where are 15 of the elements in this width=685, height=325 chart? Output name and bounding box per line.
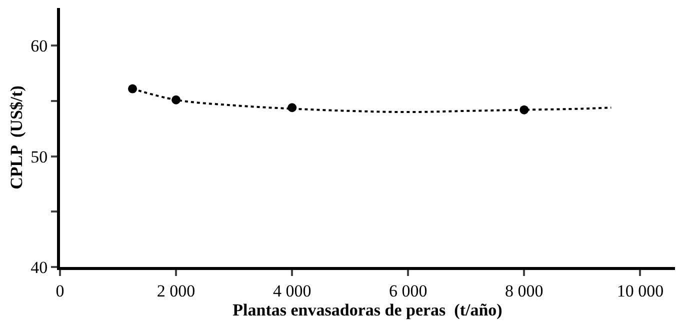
y-axis-title: CPLP (US$/t) <box>7 86 26 190</box>
x-tick-label: 8 000 <box>505 281 544 300</box>
point <box>520 105 529 114</box>
x-axis-title: Plantas envasadoras de peras (t/año) <box>232 300 502 320</box>
point <box>288 103 297 112</box>
x-tick-label: 2 000 <box>156 281 196 300</box>
y-tick-label: 40 <box>30 258 48 277</box>
y-tick-label: 60 <box>30 36 48 56</box>
y-tick-label: 50 <box>30 147 48 166</box>
x-tick-label: 0 <box>56 281 64 300</box>
point <box>128 84 138 94</box>
x-tick-label: 10 000 <box>616 281 664 300</box>
x-tick-label: 6 000 <box>388 281 428 300</box>
point <box>172 95 181 104</box>
x-tick-label: 4 000 <box>272 281 312 300</box>
